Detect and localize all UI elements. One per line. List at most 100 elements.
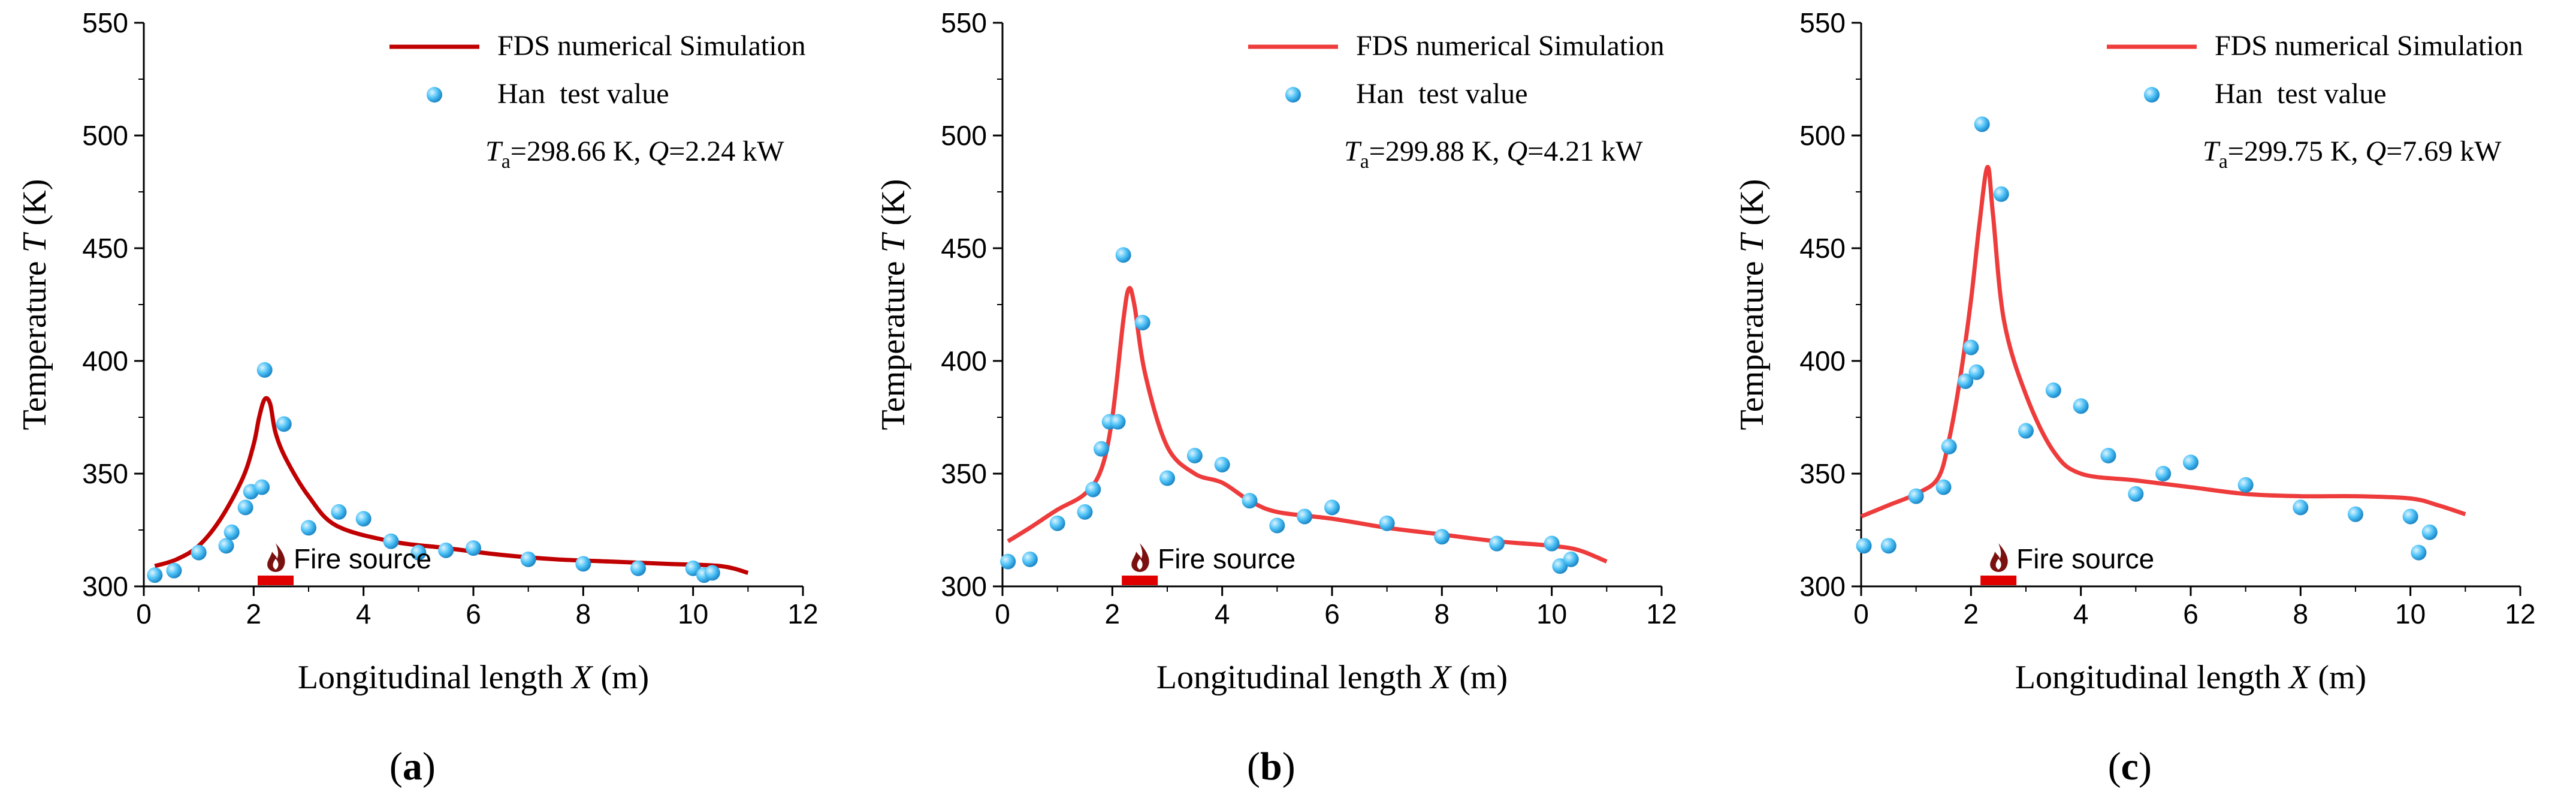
x-axis-label-text: Longitudinal length	[1156, 659, 1430, 696]
han-test-point	[1963, 339, 1979, 355]
annotation-q-value: =7.69 kW	[2386, 135, 2502, 167]
annotation-ta-subscript: a	[2219, 150, 2228, 173]
han-test-point	[1077, 504, 1093, 520]
caption-close: )	[2139, 745, 2152, 788]
x-tick-label: 2	[1105, 598, 1121, 630]
panel-caption: (c)	[2108, 745, 2152, 788]
han-test-point	[2128, 486, 2143, 502]
y-axis-label: Temperature T (K)	[1734, 179, 1771, 430]
y-tick-label: 350	[82, 458, 128, 489]
test-conditions-annotation: Ta=299.88 K, Q=4.21 kW	[1344, 135, 1643, 173]
han-test-point	[1856, 538, 1872, 553]
x-tick-label: 8	[2293, 598, 2309, 630]
fire-source-label: Fire source	[2016, 543, 2154, 574]
legend-marker-sample	[2144, 87, 2160, 103]
y-axis-label-var: T	[16, 231, 53, 252]
han-test-point	[1187, 448, 1203, 463]
panel-caption: (a)	[389, 745, 436, 788]
x-tick-label: 0	[136, 598, 152, 630]
han-test-point	[191, 545, 207, 561]
x-tick-label: 0	[995, 598, 1010, 630]
han-test-point	[1269, 517, 1285, 533]
y-axis-label-unit: (K)	[875, 179, 912, 234]
legend-label-fds: FDS numerical Simulation	[2215, 30, 2523, 62]
caption-close: )	[422, 745, 436, 788]
x-axis-label-unit: (m)	[592, 659, 649, 696]
han-test-point	[1324, 499, 1340, 515]
x-tick-label: 8	[1435, 598, 1450, 630]
han-test-point	[2293, 499, 2308, 515]
y-tick-label: 500	[1799, 120, 1846, 151]
han-test-point	[1936, 480, 1952, 495]
x-axis-label-var: X	[570, 659, 594, 696]
han-test-point	[705, 565, 720, 580]
han-test-point	[224, 525, 240, 540]
x-tick-label: 6	[466, 598, 481, 630]
han-test-point	[238, 499, 253, 515]
figure: 0 2 4 6 8 10 12 300 350 400 450 500 550 Longitudinal …	[0, 0, 2576, 807]
x-tick-label: 12	[1646, 598, 1677, 630]
x-tick-label: 8	[576, 598, 591, 630]
y-tick-label: 300	[82, 571, 128, 602]
fire-source-burner	[1980, 576, 2016, 585]
han-test-point	[1941, 439, 1957, 454]
y-tick-label: 500	[941, 120, 987, 151]
y-axis-label-unit: (K)	[1734, 179, 1771, 234]
x-tick-label: 12	[787, 598, 818, 630]
han-test-point	[356, 511, 372, 526]
han-test-point	[2101, 448, 2116, 463]
y-tick-label: 550	[1799, 7, 1846, 38]
han-test-point	[466, 540, 481, 556]
y-tick-label: 450	[82, 233, 128, 264]
y-tick-label: 400	[82, 345, 128, 377]
han-test-point	[301, 520, 316, 535]
han-test-point	[2348, 507, 2363, 522]
x-tick-label: 12	[2505, 598, 2535, 630]
annotation-q-value: =4.21 kW	[1527, 135, 1643, 167]
legend-label-han: Han test value	[2215, 78, 2387, 110]
han-test-point	[2422, 525, 2438, 540]
y-axis-label: Temperature T (K)	[875, 179, 912, 430]
han-test-point	[1000, 554, 1016, 570]
han-test-point	[147, 567, 162, 583]
han-test-point	[1974, 116, 1990, 132]
x-tick-label: 10	[1536, 598, 1567, 630]
y-tick-label: 350	[941, 458, 987, 489]
legend-marker-sample	[1285, 87, 1301, 103]
x-tick-label: 2	[246, 598, 262, 630]
han-test-point	[1242, 493, 1258, 508]
annotation-ta-value: =298.66 K,	[511, 135, 648, 167]
x-axis-label: Longitudinal length X (m)	[298, 659, 649, 696]
han-test-point	[630, 561, 646, 576]
chart-svg: 0 2 4 6 8 10 12 300 350 400 450 500 550 Longitudinal …	[1717, 0, 2576, 807]
x-tick-label: 4	[1215, 598, 1230, 630]
han-test-point	[1135, 315, 1150, 330]
y-axis-label: Temperature T (K)	[16, 179, 53, 430]
han-test-point	[276, 416, 292, 432]
han-test-point	[1489, 536, 1505, 552]
fire-icon	[267, 543, 285, 572]
han-test-point	[1908, 489, 1924, 504]
fds-simulation-line	[1861, 167, 2465, 516]
han-test-point	[331, 504, 346, 520]
x-axis-label-unit: (m)	[2309, 659, 2366, 696]
y-axis-label-text: Temperature	[1734, 252, 1771, 430]
y-tick-label: 400	[941, 345, 987, 377]
chart-panel-a: 0 2 4 6 8 10 12 300 350 400 450 500 550 Longitudinal …	[0, 0, 859, 807]
x-tick-label: 4	[356, 598, 372, 630]
han-test-point	[1379, 516, 1395, 531]
fire-source-burner	[258, 576, 294, 585]
y-tick-label: 300	[941, 571, 987, 602]
han-test-point	[1215, 457, 1230, 472]
han-test-point	[1085, 481, 1101, 497]
annotation-q-symbol: Q	[1507, 135, 1528, 167]
han-test-point	[1159, 471, 1175, 486]
han-test-point	[2073, 398, 2089, 414]
han-test-point	[1544, 536, 1560, 552]
y-tick-label: 300	[1799, 571, 1846, 602]
han-test-point	[166, 563, 182, 579]
annotation-ta-value: =299.88 K,	[1369, 135, 1507, 167]
han-test-point	[1881, 538, 1896, 553]
y-axis-label-text: Temperature	[875, 252, 912, 430]
han-test-point	[2183, 454, 2198, 470]
